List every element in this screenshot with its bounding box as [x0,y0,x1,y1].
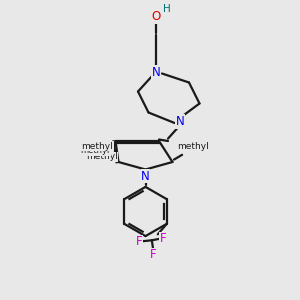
Text: F: F [160,232,166,245]
Text: H: H [163,4,170,14]
Text: N: N [152,65,160,79]
Text: O: O [152,10,160,23]
Text: methyl: methyl [178,142,209,151]
Text: methyl: methyl [86,152,118,161]
Text: N: N [176,115,184,128]
Text: F: F [136,235,142,248]
Text: methyl: methyl [81,146,110,155]
Text: N: N [141,169,150,183]
Text: methyl: methyl [82,142,113,151]
Text: N: N [141,169,150,183]
Text: F: F [150,248,157,261]
